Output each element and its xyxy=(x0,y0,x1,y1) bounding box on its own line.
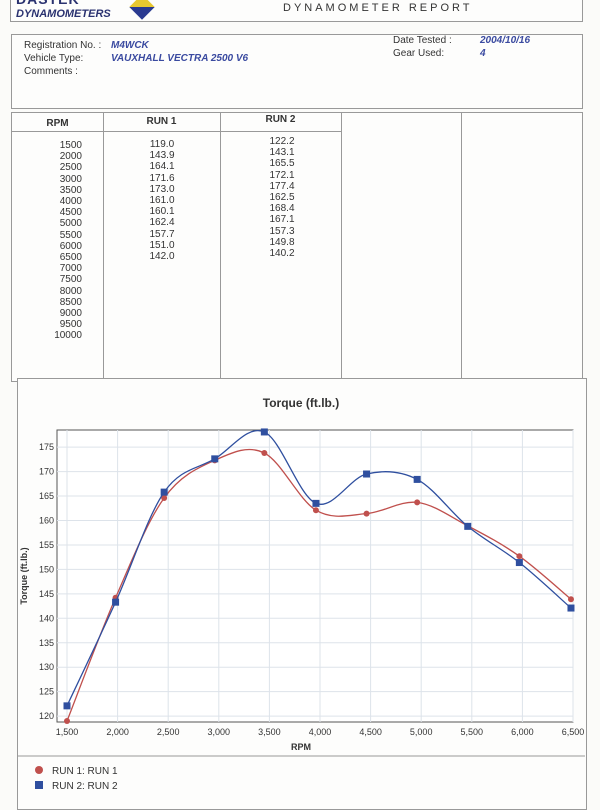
data-point-run1 xyxy=(161,494,168,501)
logo-emblem-icon xyxy=(129,0,155,20)
y-tick-label: 125 xyxy=(39,687,54,697)
y-tick-label: 175 xyxy=(39,442,54,452)
report-title: DYNAMOMETER REPORT xyxy=(283,2,473,14)
y-tick-label: 160 xyxy=(39,515,54,525)
data-point-run1 xyxy=(363,510,370,517)
series-line-run2 xyxy=(66,429,572,707)
data-point-run2 xyxy=(363,470,371,478)
data-point-run2 xyxy=(112,598,120,606)
y-tick-label: 165 xyxy=(39,491,54,501)
column-divider xyxy=(220,113,221,381)
date-tested-label: Date Tested : xyxy=(393,35,452,46)
x-tick-label: 5,500 xyxy=(461,727,484,737)
vehicle-type-label: Vehicle Type: xyxy=(24,53,84,64)
legend-marker-run2 xyxy=(35,781,43,789)
data-point-run2 xyxy=(160,488,168,496)
plot-area xyxy=(56,429,574,723)
torque-chart: Torque (ft.lb.) 120 125 130 135 140 145 150 155 1… xyxy=(17,396,585,792)
data-point-run2 xyxy=(515,559,523,567)
y-tick-label: 120 xyxy=(39,711,54,721)
data-point-run1 xyxy=(261,449,268,456)
y-tick-label: 145 xyxy=(39,589,54,599)
date-tested-value: 2004/10/16 xyxy=(480,35,531,46)
y-tick-label: 150 xyxy=(39,564,54,574)
data-point-run2 xyxy=(211,455,219,463)
series-line-run1 xyxy=(66,448,572,722)
column-divider xyxy=(461,113,462,381)
data-point-run1 xyxy=(414,499,421,506)
legend-marker-run1 xyxy=(35,766,43,774)
torque-chart-panel: Torque (ft.lb.) 120 125 130 135 140 145 150 155 1… xyxy=(17,378,587,810)
y-tick-label: 140 xyxy=(39,613,54,623)
x-tick-label: 3,000 xyxy=(208,727,231,737)
header-run1: RUN 1 xyxy=(146,116,177,127)
vehicle-info-panel: Registration No. : M4WCK Vehicle Type: V… xyxy=(11,34,583,109)
y-tick-label: 155 xyxy=(39,540,54,550)
data-point-run2 xyxy=(63,702,71,710)
x-tick-label: 6,500 xyxy=(562,727,585,737)
data-point-run1 xyxy=(312,507,319,514)
company-logo: DASTEK DYNAMOMETERS xyxy=(16,0,156,20)
legend-label-run2: RUN 2: RUN 2 xyxy=(52,781,118,792)
run2-values: 122.2 143.1 165.5 172.1 177.4 162.5 168.… xyxy=(269,136,295,260)
column-divider xyxy=(103,113,104,381)
legend-label-run1: RUN 1: RUN 1 xyxy=(52,766,118,777)
x-tick-label: 3,500 xyxy=(258,727,281,737)
header-run2: RUN 2 xyxy=(265,114,296,125)
table-header-divider xyxy=(12,131,341,132)
data-point-run2 xyxy=(464,522,472,530)
x-tick-label: 2,500 xyxy=(157,727,180,737)
x-tick-label: 6,000 xyxy=(511,727,534,737)
gear-used-value: 4 xyxy=(480,48,486,59)
header-rpm: RPM xyxy=(46,118,69,129)
y-tick-label: 170 xyxy=(39,467,54,477)
x-tick-label: 1,500 xyxy=(56,727,79,737)
gear-used-label: Gear Used: xyxy=(393,48,445,59)
x-tick-label: 5,000 xyxy=(410,727,433,737)
data-point-run2 xyxy=(567,604,575,612)
y-tick-label: 130 xyxy=(39,662,54,672)
data-point-run1 xyxy=(567,596,574,603)
data-point-run2 xyxy=(312,499,320,507)
vehicle-type-value: VAUXHALL VECTRA 2500 V6 xyxy=(111,53,249,64)
rpm-values: 1500 2000 2500 3000 3500 4000 4500 5000 … xyxy=(54,140,82,342)
report-header: DASTEK DYNAMOMETERS DYNAMOMETER REPORT xyxy=(10,0,583,22)
registration-label: Registration No. : xyxy=(24,40,102,51)
y-tick-label: 135 xyxy=(39,638,54,648)
run1-values: 119.0 143.9 164.1 171.6 173.0 161.0 160.… xyxy=(149,139,175,263)
registration-value: M4WCK xyxy=(111,40,149,51)
x-tick-label: 4,000 xyxy=(309,727,332,737)
data-point-run1 xyxy=(64,718,70,725)
x-tick-label: 4,500 xyxy=(359,727,382,737)
chart-title: Torque (ft.lb.) xyxy=(263,396,339,410)
data-point-run2 xyxy=(413,475,421,483)
results-table: RPM RUN 1 RUN 2 1500 2000 2500 3000 3500… xyxy=(11,112,583,382)
data-point-run2 xyxy=(260,428,268,436)
comments-label: Comments : xyxy=(24,66,78,77)
y-axis-label: Torque (ft.lb.) xyxy=(19,547,29,604)
column-divider xyxy=(341,113,342,381)
x-tick-label: 2,000 xyxy=(106,727,129,737)
x-axis-label: RPM xyxy=(291,742,311,752)
data-point-run1 xyxy=(516,553,523,560)
